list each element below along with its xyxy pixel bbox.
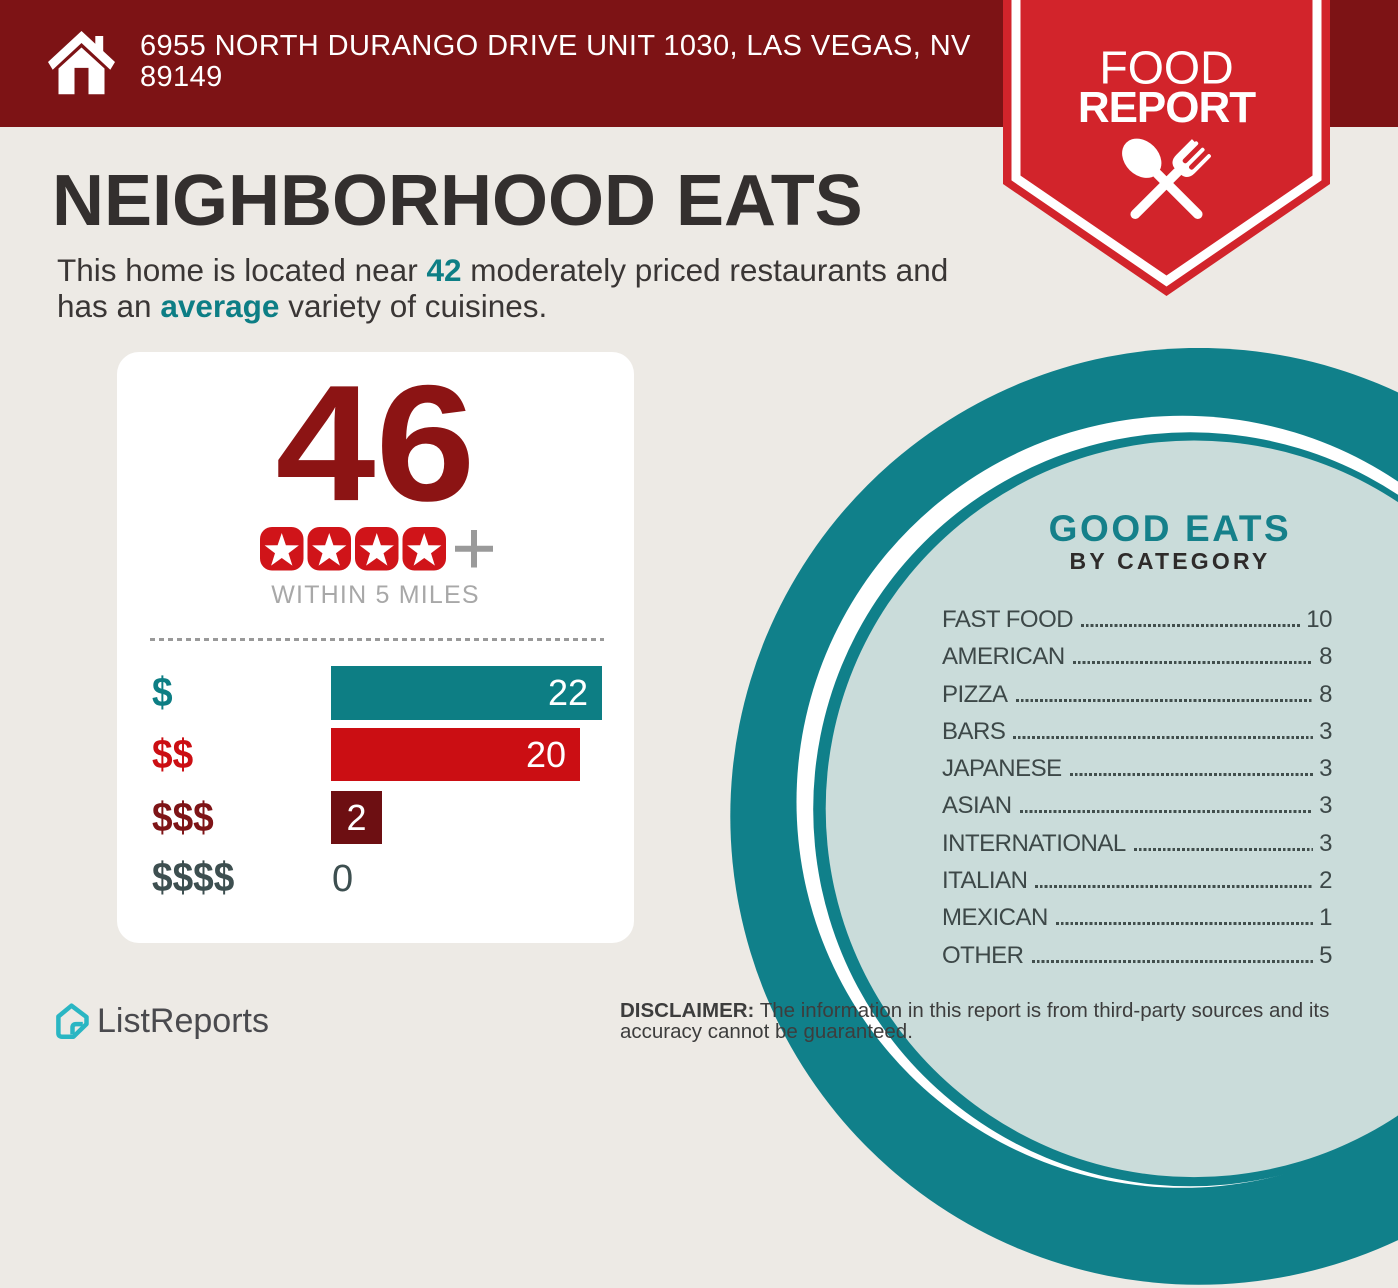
svg-text:REPORT: REPORT (1078, 83, 1256, 132)
